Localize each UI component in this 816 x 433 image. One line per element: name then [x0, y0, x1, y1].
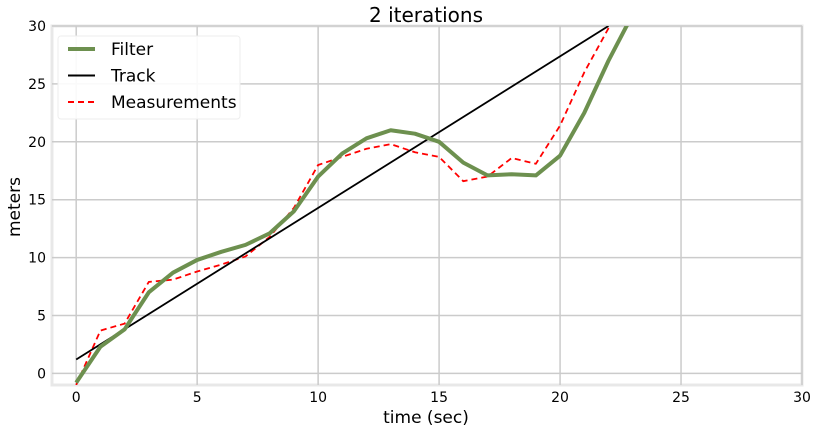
y-tick-label: 15 [28, 193, 46, 209]
chart-title: 2 iterations [369, 3, 483, 27]
x-tick-label: 5 [193, 390, 202, 406]
series-line-measurements [75, 26, 612, 385]
y-tick-label: 25 [28, 77, 46, 93]
x-tick-label: 0 [72, 390, 81, 406]
x-tick-label: 20 [551, 390, 569, 406]
y-tick-label: 20 [28, 135, 46, 151]
tick-labels: 0 5 10 15 20 25 30 0 5 10 15 20 25 30 [28, 19, 811, 406]
x-tick-label: 15 [430, 390, 448, 406]
x-tick-label: 10 [309, 390, 327, 406]
series-group [74, 26, 629, 385]
x-axis-label: time (sec) [383, 408, 469, 428]
legend-label-filter: Filter [111, 40, 153, 60]
x-tick-label: 25 [672, 390, 690, 406]
series-line-filter [74, 26, 629, 384]
y-axis-label: meters [5, 177, 25, 237]
legend-label-measurements: Measurements [111, 93, 237, 113]
y-tick-label: 10 [28, 251, 46, 267]
y-tick-label: 30 [28, 19, 46, 35]
series-line-track [75, 26, 609, 361]
legend-box [57, 35, 241, 120]
y-tick-label: 5 [37, 309, 46, 325]
legend: Filter Track Measurements [57, 35, 241, 120]
x-tick-label: 30 [793, 390, 811, 406]
y-tick-label: 0 [37, 366, 46, 382]
legend-label-track: Track [110, 67, 156, 87]
